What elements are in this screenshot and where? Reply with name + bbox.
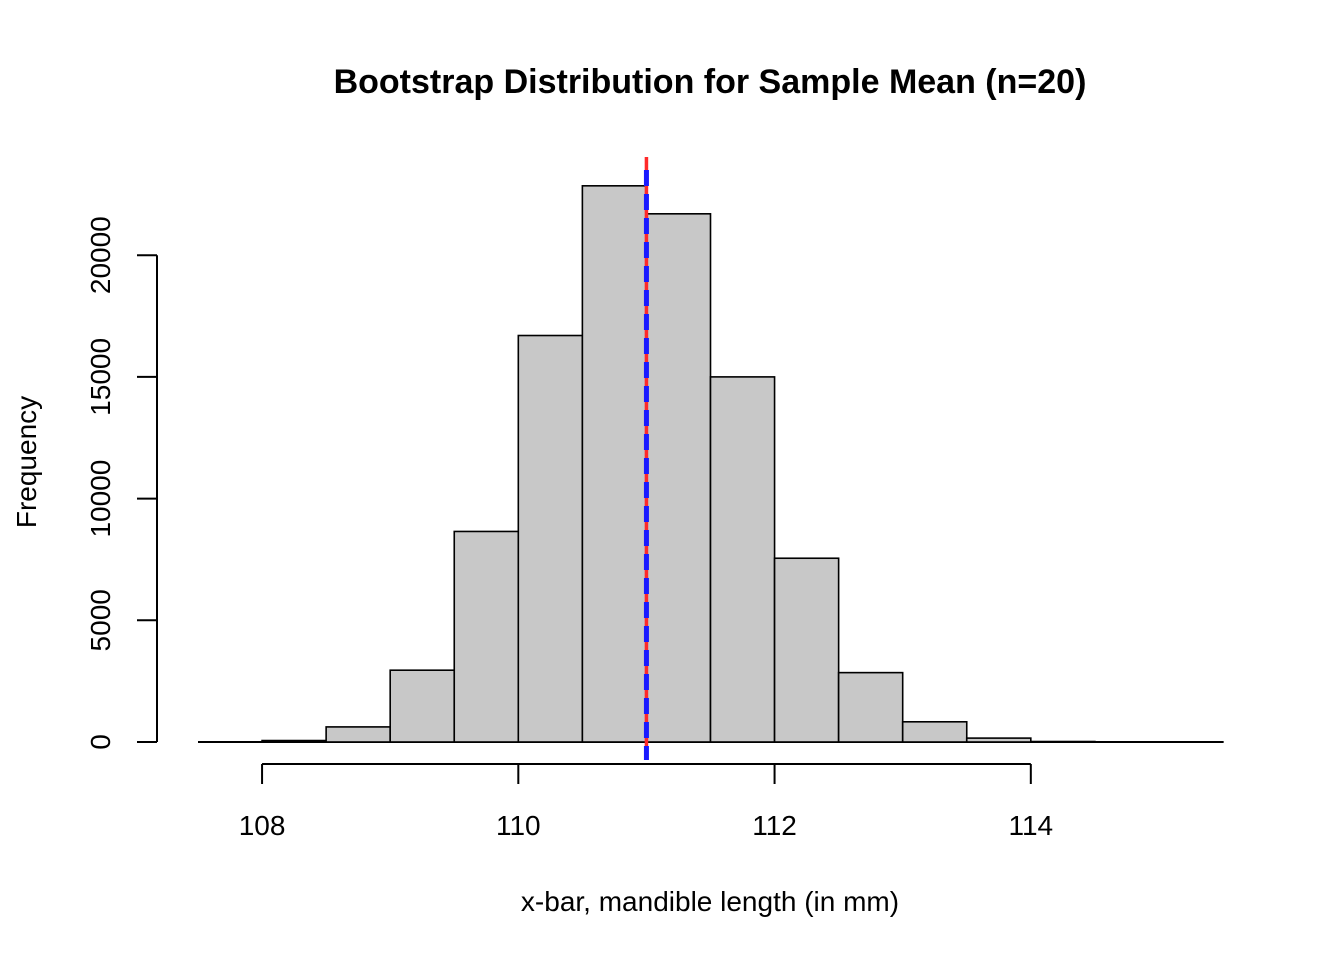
- x-tick-label: 108: [239, 810, 286, 841]
- histogram-bar: [901, 720, 968, 743]
- y-tick-label: 5000: [85, 589, 116, 651]
- y-tick-label: 20000: [85, 216, 116, 294]
- x-tick-label: 112: [752, 810, 797, 841]
- histogram-bar: [325, 726, 391, 743]
- x-axis-label: x-bar, mandible length (in mm): [521, 886, 899, 917]
- y-axis: 0 5000 10000 15000 20000: [85, 216, 158, 750]
- x-tick-label: 114: [1008, 810, 1053, 841]
- y-tick-label: 15000: [85, 338, 116, 416]
- histogram-bar: [837, 671, 904, 743]
- y-tick-label: 0: [85, 734, 116, 750]
- histogram-bar: [261, 739, 327, 743]
- histogram-bar: [517, 334, 584, 743]
- histogram-bar: [453, 530, 520, 743]
- histogram-bars: [198, 185, 1224, 743]
- x-axis: 108 110 112 114: [239, 763, 1053, 841]
- chart-title: Bootstrap Distribution for Sample Mean (…: [334, 63, 1087, 101]
- y-axis-label: Frequency: [11, 396, 42, 528]
- histogram-bar: [645, 213, 712, 743]
- histogram-bar: [389, 669, 456, 743]
- x-tick-label: 110: [496, 810, 541, 841]
- histogram-bar: [709, 376, 776, 743]
- y-tick-label: 10000: [85, 460, 116, 538]
- histogram-bar: [581, 185, 648, 743]
- histogram-bar: [773, 557, 840, 743]
- histogram-bar: [965, 737, 1032, 743]
